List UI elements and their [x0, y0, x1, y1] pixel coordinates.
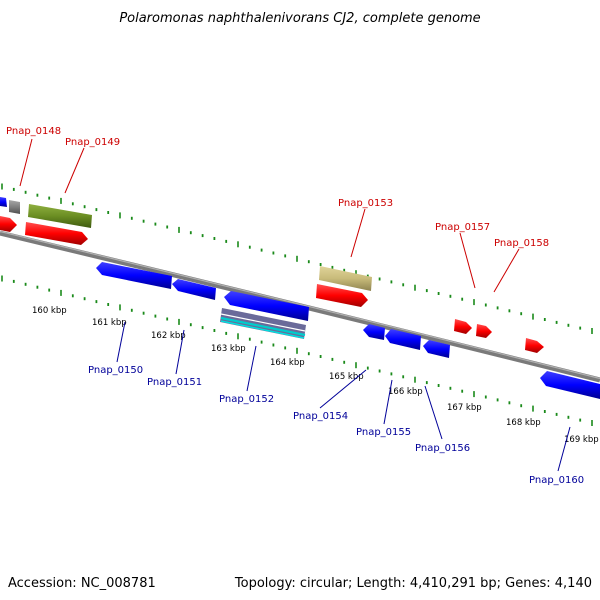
tick-label: 165 kbp	[329, 372, 364, 382]
tick-label: 169 kbp	[564, 435, 599, 445]
gene-feature-blue-5	[385, 329, 421, 350]
gene-feature-blue-2	[172, 279, 216, 300]
gene-feature-olive	[28, 204, 92, 228]
gene-feature-blue-7	[540, 371, 600, 399]
tick-label: 167 kbp	[447, 403, 482, 413]
accession-text: Accession: NC_008781	[8, 576, 156, 591]
tick-label: 163 kbp	[211, 344, 246, 354]
bottom-gene-labels: Pnap_0150 Pnap_0151 Pnap_0152 Pnap_0154 …	[88, 321, 584, 486]
gene-label: Pnap_0148	[6, 126, 61, 137]
gene-label: Pnap_0158	[494, 238, 549, 249]
top-gene-labels: Pnap_0148 Pnap_0149 Pnap_0153 Pnap_0157 …	[6, 126, 549, 293]
forward-genes	[0, 197, 544, 353]
gene-feature-khaki	[319, 266, 372, 291]
gene-label: Pnap_0149	[65, 137, 120, 148]
gene-label: Pnap_0153	[338, 198, 393, 209]
gene-feature-red-2	[25, 222, 88, 245]
gene-feature-blue-3	[224, 291, 309, 321]
gene-feature-gray-1	[0, 197, 7, 207]
tick-label: 164 kbp	[270, 358, 305, 368]
tick-label: 162 kbp	[151, 331, 186, 341]
tick-label: 160 kbp	[32, 306, 67, 316]
gene-feature-blue-6	[423, 340, 450, 358]
upper-tick-track	[1, 183, 593, 334]
gene-label: Pnap_0157	[435, 222, 490, 233]
topology-text: Topology: circular; Length: 4,410,291 bp…	[234, 576, 592, 591]
gene-label: Pnap_0155	[356, 427, 411, 438]
tick-label: 168 kbp	[506, 418, 541, 428]
tick-label: 166 kbp	[388, 387, 423, 397]
gene-label: Pnap_0152	[219, 394, 274, 405]
gene-feature-blue-4	[363, 324, 385, 340]
page-title: Polaromonas naphthalenivorans CJ2, compl…	[119, 11, 480, 26]
gene-feature-red-5	[476, 324, 492, 338]
gene-feature-red-3	[316, 284, 368, 307]
tick-label: 161 kbp	[92, 318, 127, 328]
gene-feature-red-6	[525, 338, 544, 353]
gene-label: Pnap_0151	[147, 377, 202, 388]
gene-label: Pnap_0154	[293, 411, 348, 422]
gene-feature-red-4	[454, 319, 472, 334]
gene-label: Pnap_0160	[529, 475, 584, 486]
reverse-genes	[96, 262, 600, 399]
lower-tick-track	[1, 275, 593, 426]
gene-feature-red-1	[0, 216, 17, 232]
gene-label: Pnap_0150	[88, 365, 143, 376]
gene-feature-blue-1	[96, 262, 172, 289]
kbp-labels: 160 kbp 161 kbp 162 kbp 163 kbp 164 kbp …	[32, 306, 599, 445]
gene-feature-gray-2	[9, 200, 20, 214]
gene-label: Pnap_0156	[415, 443, 470, 454]
